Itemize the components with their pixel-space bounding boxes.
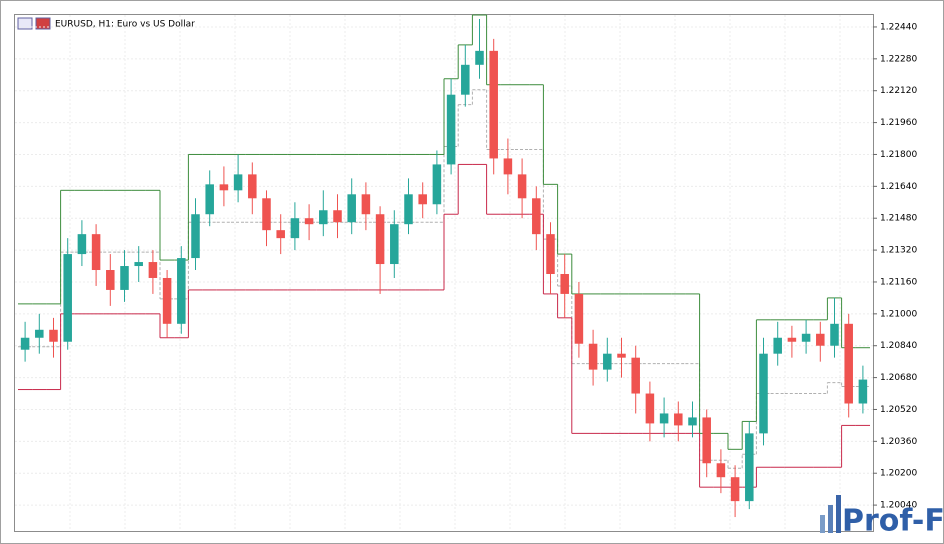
logo-bar	[836, 495, 841, 533]
y-tick-label: 1.20360	[880, 437, 917, 447]
candle-body	[262, 198, 271, 231]
candle-body	[517, 174, 527, 199]
chart-icon	[17, 17, 51, 30]
candle-body	[205, 184, 214, 215]
candle-body	[475, 50, 484, 65]
candle-body	[77, 234, 87, 255]
y-tick-label: 1.22120	[880, 86, 917, 96]
candle-body	[546, 234, 555, 274]
y-tick-label: 1.20680	[880, 373, 917, 383]
logo-bar	[820, 515, 825, 533]
y-tick-label: 1.20040	[880, 501, 917, 511]
candle-body	[645, 393, 655, 424]
candle-body	[446, 94, 456, 165]
candle-body	[532, 198, 541, 235]
candle-body	[120, 266, 129, 290]
candle-body	[63, 254, 72, 342]
candle-body	[304, 218, 314, 225]
candle-body	[432, 164, 442, 205]
candle-body	[716, 463, 726, 478]
candle-body	[375, 214, 385, 265]
candle-body	[418, 194, 427, 205]
candle-body	[347, 194, 356, 223]
candle-body	[844, 323, 853, 404]
y-tick-label: 1.20840	[880, 341, 917, 351]
candle-body	[319, 210, 328, 225]
icon-bars	[35, 17, 51, 30]
candle-body	[233, 174, 243, 191]
y-tick-label: 1.22280	[880, 54, 917, 64]
logo-bar	[828, 505, 833, 533]
candle-body	[773, 337, 782, 354]
candle-body	[333, 210, 342, 223]
candle-body	[219, 184, 229, 191]
candle-body	[106, 270, 115, 290]
candle-body	[20, 337, 30, 350]
candle-body	[574, 293, 584, 344]
candle-body	[35, 329, 44, 338]
chart-title: EURUSD, H1: Euro vs US Dollar	[55, 20, 195, 30]
y-tick-label: 1.20200	[880, 469, 917, 479]
candle-body	[134, 262, 143, 267]
candle-body	[688, 417, 697, 426]
y-tick-label: 1.21320	[880, 246, 917, 256]
candle-body	[659, 413, 669, 424]
icon-table	[17, 17, 33, 30]
candle-body	[91, 234, 101, 271]
y-tick-label: 1.21160	[880, 277, 917, 287]
candle-body	[503, 158, 513, 175]
candle-body	[361, 194, 371, 215]
candle-body	[49, 329, 58, 342]
candle-body	[702, 417, 711, 464]
candle-body	[617, 353, 626, 358]
candle-body	[162, 277, 172, 324]
y-tick-label: 1.21800	[880, 150, 917, 160]
watermark: Prof-FX	[842, 504, 944, 539]
candle-body	[674, 413, 683, 426]
candle-body	[787, 337, 797, 342]
y-tick-label: 1.21640	[880, 182, 917, 192]
y-tick-label: 1.21000	[880, 309, 917, 319]
candle-body	[603, 353, 612, 370]
candle-body	[390, 224, 399, 265]
watermark-logo	[820, 495, 841, 533]
candle-body	[816, 333, 825, 346]
y-tick-label: 1.21480	[880, 214, 917, 224]
candle-body	[276, 230, 285, 239]
candle-body	[858, 379, 868, 404]
candle-body	[801, 333, 811, 342]
candle-body	[248, 174, 257, 199]
candle-body	[588, 343, 598, 370]
candle-body	[148, 262, 158, 278]
candle-body	[759, 353, 768, 434]
candle-body	[404, 194, 413, 225]
candle-body	[830, 323, 839, 346]
candle-body	[745, 433, 754, 502]
y-tick-label: 1.21960	[880, 118, 917, 128]
y-tick-label: 1.22440	[880, 22, 917, 32]
candle-body	[290, 218, 300, 239]
candle-body	[631, 357, 640, 394]
candle-body	[461, 64, 470, 95]
candle-body	[730, 477, 740, 502]
candle-body	[177, 258, 186, 324]
candle-body	[560, 273, 569, 294]
candle-body	[191, 214, 200, 259]
y-tick-label: 1.20520	[880, 405, 917, 415]
candle-body	[489, 50, 498, 159]
